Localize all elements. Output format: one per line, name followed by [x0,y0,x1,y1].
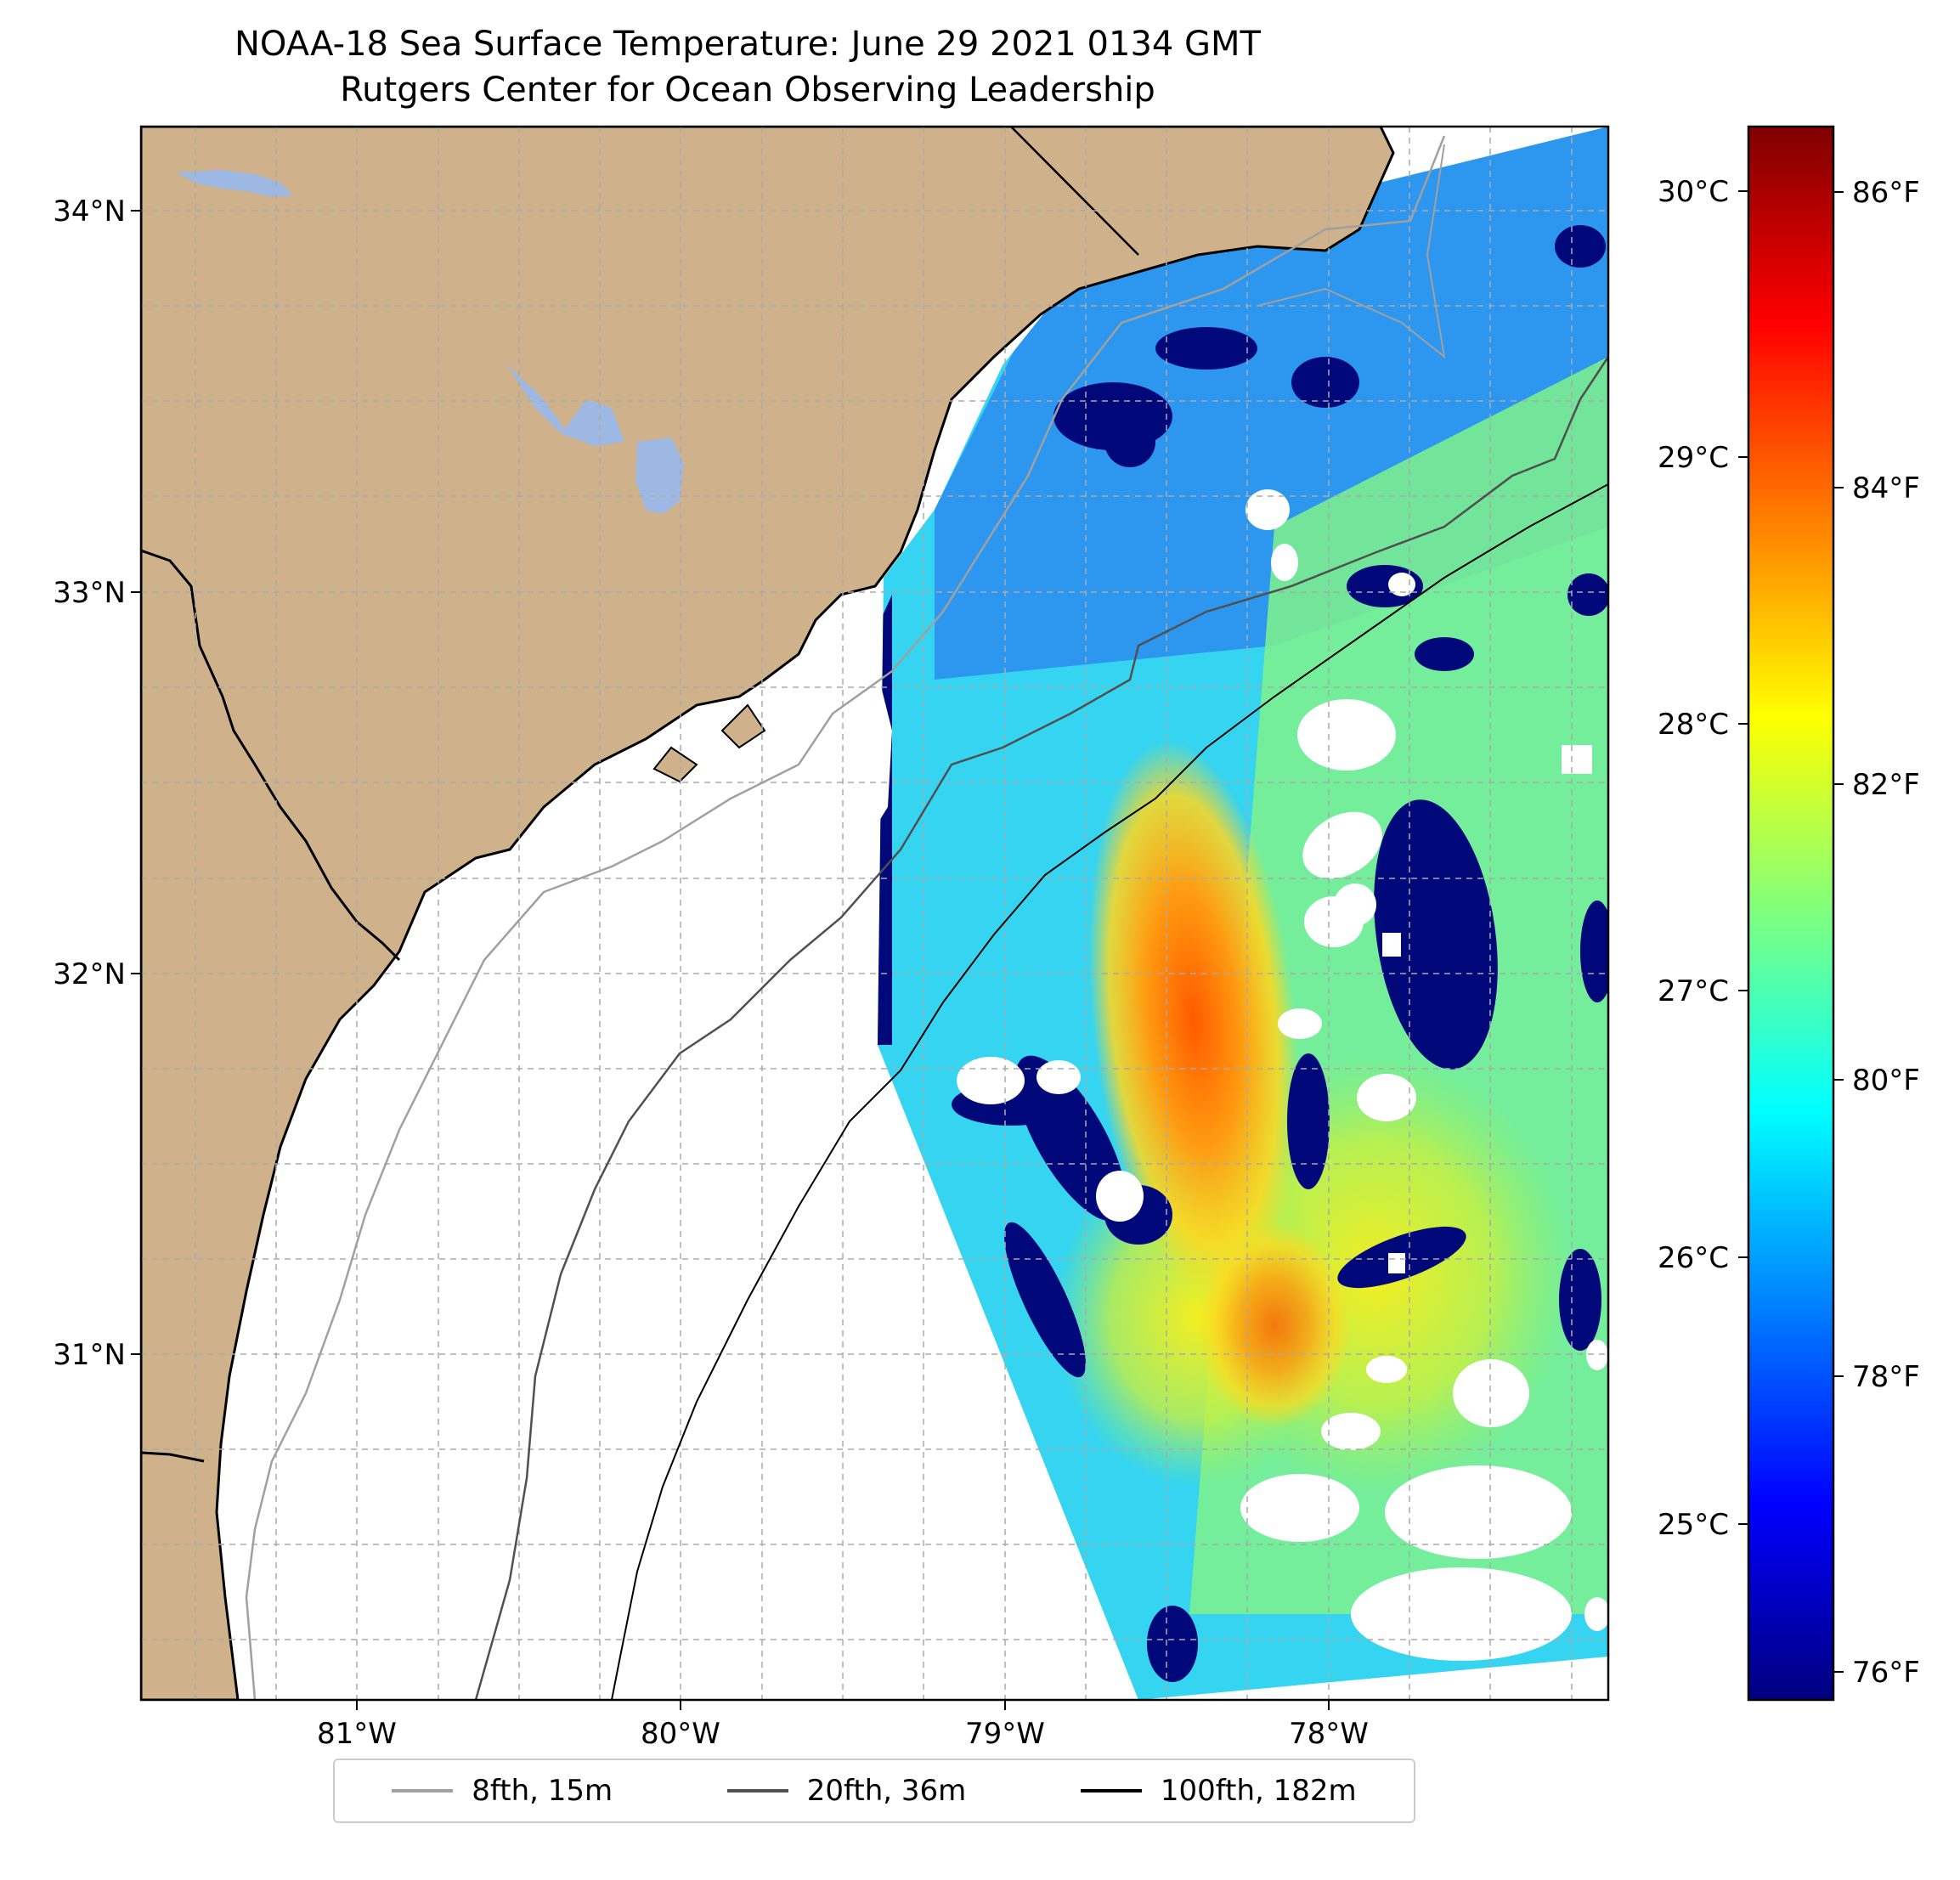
colorbar [1747,125,1835,1702]
lon-label-79: 79°W [965,1717,1045,1751]
colorbar-c-28: 28°C [1658,708,1729,742]
colorbar-f-78: 78°F [1852,1360,1920,1394]
legend-item-100fth: 100fth, 182m [1080,1774,1357,1808]
legend-label-8fth: 8fth, 15m [472,1774,613,1808]
colorbar-celsius-ticks [1738,190,1748,1525]
legend-item-8fth: 8fth, 15m [392,1774,613,1808]
colorbar-f-82: 82°F [1852,768,1920,802]
lat-label-33: 33°N [53,576,126,610]
state-border-nc-sc [1010,127,1139,256]
lat-label-31: 31°N [53,1338,126,1372]
colorbar-c-30: 30°C [1658,175,1729,209]
colorbar-c-26: 26°C [1658,1241,1729,1275]
colorbar-f-86: 86°F [1852,176,1920,210]
isobath-8fth [245,135,1446,1700]
colorbar-c-27: 27°C [1658,974,1729,1008]
isobath-20fth [474,356,1608,1700]
lon-label-80: 80°W [641,1717,720,1751]
isobath-100fth [611,483,1608,1700]
state-border-ga-fl [141,1451,205,1463]
legend-swatch-100fth [1080,1789,1142,1792]
cold-patches [878,225,1608,1682]
legend-item-20fth: 20fth, 36m [726,1774,967,1808]
legend-swatch-8fth [392,1789,454,1792]
legend-label-100fth: 100fth, 182m [1160,1774,1357,1808]
land-mass [141,127,1395,1700]
lat-label-34: 34°N [53,195,126,229]
colorbar-f-76: 76°F [1852,1656,1920,1690]
lat-label-32: 32°N [53,957,126,991]
isobath-legend: 8fth, 15m 20fth, 36m 100fth, 182m [333,1759,1415,1823]
lon-label-78: 78°W [1289,1717,1369,1751]
map-title: NOAA-18 Sea Surface Temperature: June 29… [234,25,1261,64]
map-canvas [141,127,1608,1700]
lakes [176,170,684,514]
legend-label-20fth: 20fth, 36m [806,1774,967,1808]
nodata-plume [824,595,892,841]
map-subtitle: Rutgers Center for Ocean Observing Leade… [340,71,1155,110]
colorbar-fahrenheit-ticks [1833,191,1844,1673]
lon-label-81: 81°W [317,1717,397,1751]
map-frame [139,125,1610,1702]
axis-ticks [131,210,1330,1710]
colorbar-f-80: 80°F [1852,1064,1920,1098]
colorbar-c-25: 25°C [1658,1508,1729,1542]
colorbar-c-29: 29°C [1658,441,1729,475]
legend-swatch-20fth [726,1789,788,1792]
colorbar-f-84: 84°F [1852,471,1920,505]
